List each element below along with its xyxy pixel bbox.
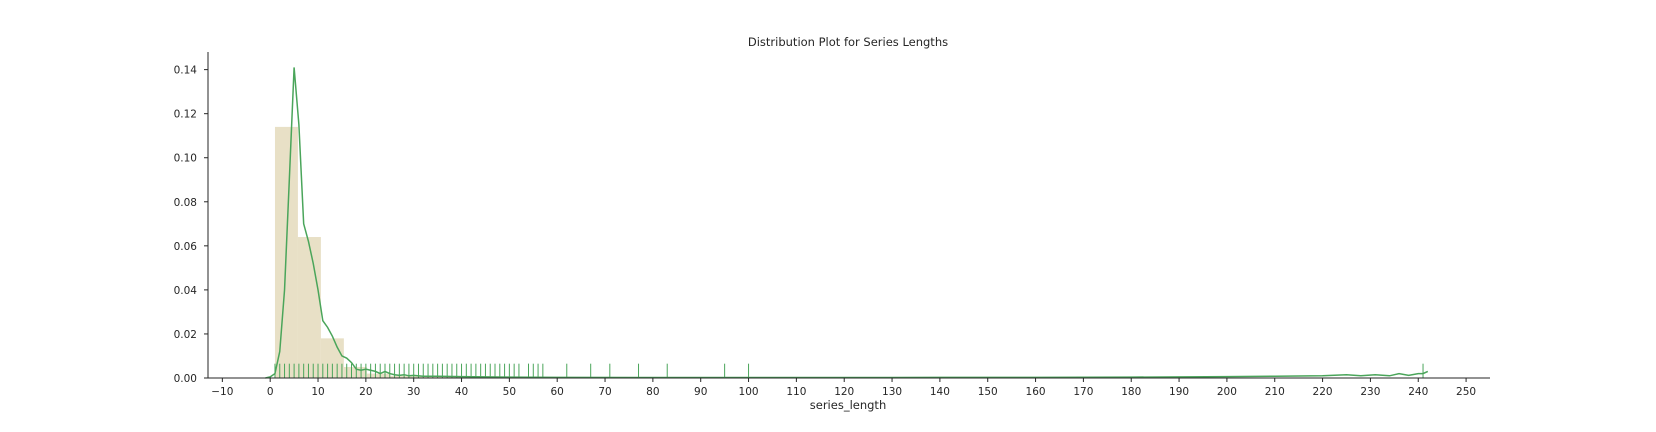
hist-bar (343, 366, 367, 378)
x-tick-label: 230 (1360, 386, 1380, 398)
y-tick-label: 0.10 (174, 153, 197, 165)
y-tick-label: 0.00 (174, 373, 197, 385)
x-tick-label: 40 (455, 386, 468, 398)
hist-bar (412, 376, 436, 378)
x-tick-label: 240 (1408, 386, 1428, 398)
x-tick-label: 60 (551, 386, 564, 398)
histogram-bars (274, 126, 482, 378)
x-tick-label: 70 (598, 386, 611, 398)
x-tick-label: 130 (882, 386, 902, 398)
x-axis-label: series_length (810, 398, 886, 412)
x-tick-label: 220 (1313, 386, 1333, 398)
x-tick-label: 180 (1121, 386, 1141, 398)
y-tick-label: 0.06 (174, 241, 198, 253)
x-tick-label: 190 (1169, 386, 1189, 398)
y-tick-label: 0.14 (174, 65, 198, 77)
x-tick-label: 80 (646, 386, 659, 398)
x-tick-label: 170 (1073, 386, 1093, 398)
y-axis-ticks: 0.00 0.02 0.04 0.06 0.08 0.10 0.12 0.14 (174, 65, 208, 385)
hist-bar (366, 373, 390, 378)
hist-bar (389, 375, 413, 378)
x-tick-label: 250 (1456, 386, 1476, 398)
x-tick-label: 150 (978, 386, 998, 398)
x-tick-label: −10 (211, 386, 233, 398)
y-tick-label: 0.04 (174, 285, 198, 297)
kde-curve (265, 67, 1429, 379)
x-tick-label: 100 (739, 386, 759, 398)
x-tick-label: 200 (1217, 386, 1237, 398)
hist-bar (297, 237, 321, 378)
x-tick-label: 160 (1026, 386, 1046, 398)
x-tick-label: 210 (1265, 386, 1285, 398)
rug-marks (274, 363, 1424, 378)
x-axis-ticks: −10 0 10 20 30 40 50 60 70 80 90 100 110 120 130 140 150… (211, 378, 1476, 398)
x-tick-label: 120 (834, 386, 854, 398)
x-tick-label: 140 (930, 386, 950, 398)
x-tick-label: 0 (267, 386, 274, 398)
x-tick-label: 10 (311, 386, 324, 398)
y-tick-label: 0.12 (174, 109, 197, 121)
x-tick-label: 90 (694, 386, 707, 398)
x-tick-label: 30 (407, 386, 420, 398)
x-tick-label: 20 (359, 386, 372, 398)
y-tick-label: 0.02 (174, 329, 197, 341)
x-tick-label: 50 (503, 386, 516, 398)
x-tick-label: 110 (786, 386, 806, 398)
chart-title: Distribution Plot for Series Lengths (748, 35, 948, 49)
y-tick-label: 0.08 (174, 197, 197, 209)
